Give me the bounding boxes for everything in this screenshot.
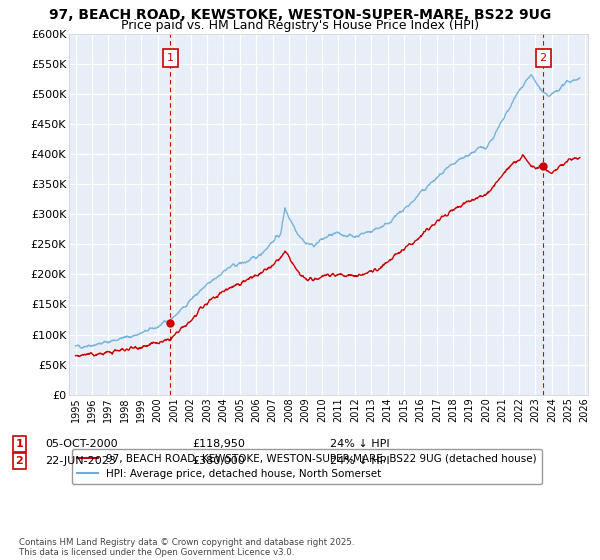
Text: £118,950: £118,950 <box>192 439 245 449</box>
Text: 2: 2 <box>539 53 547 63</box>
Text: 22-JUN-2023: 22-JUN-2023 <box>45 456 116 466</box>
Text: 1: 1 <box>16 439 23 449</box>
Text: 24% ↓ HPI: 24% ↓ HPI <box>330 439 389 449</box>
Text: 97, BEACH ROAD, KEWSTOKE, WESTON-SUPER-MARE, BS22 9UG: 97, BEACH ROAD, KEWSTOKE, WESTON-SUPER-M… <box>49 8 551 22</box>
Text: 05-OCT-2000: 05-OCT-2000 <box>45 439 118 449</box>
Text: Contains HM Land Registry data © Crown copyright and database right 2025.
This d: Contains HM Land Registry data © Crown c… <box>19 538 355 557</box>
Text: Price paid vs. HM Land Registry's House Price Index (HPI): Price paid vs. HM Land Registry's House … <box>121 19 479 32</box>
Text: £380,000: £380,000 <box>192 456 245 466</box>
Text: 2: 2 <box>16 456 23 466</box>
Text: 1: 1 <box>167 53 173 63</box>
Legend: 97, BEACH ROAD, KEWSTOKE, WESTON-SUPER-MARE, BS22 9UG (detached house), HPI: Ave: 97, BEACH ROAD, KEWSTOKE, WESTON-SUPER-M… <box>71 449 542 484</box>
Text: 24% ↓ HPI: 24% ↓ HPI <box>330 456 389 466</box>
